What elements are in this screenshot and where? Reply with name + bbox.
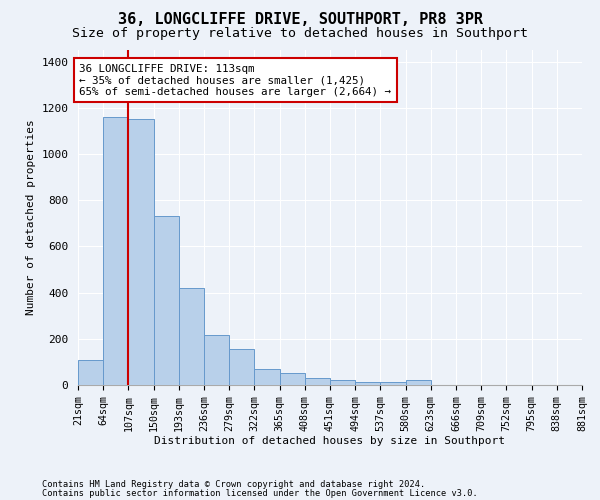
Bar (78, 360, 103, 385)
Text: 36, LONGCLIFFE DRIVE, SOUTHPORT, PR8 3PR: 36, LONGCLIFFE DRIVE, SOUTHPORT, PR8 3PR (118, 12, 482, 28)
Bar (103, 117, 128, 385)
Bar (305, 378, 330, 385)
X-axis label: Distribution of detached houses by size in Southport: Distribution of detached houses by size … (155, 436, 505, 446)
Bar (380, 382, 406, 385)
Text: Contains HM Land Registry data © Crown copyright and database right 2024.: Contains HM Land Registry data © Crown c… (42, 480, 425, 489)
Bar (128, 120, 154, 385)
Bar (229, 349, 254, 385)
Bar (204, 336, 229, 385)
Bar (179, 288, 204, 385)
Bar (406, 380, 431, 385)
Text: Size of property relative to detached houses in Southport: Size of property relative to detached ho… (72, 28, 528, 40)
Bar (355, 382, 380, 385)
Text: 36 LONGCLIFFE DRIVE: 113sqm
← 35% of detached houses are smaller (1,425)
65% of : 36 LONGCLIFFE DRIVE: 113sqm ← 35% of det… (79, 64, 391, 97)
Bar (330, 380, 355, 385)
Bar (154, 216, 179, 385)
Text: Contains public sector information licensed under the Open Government Licence v3: Contains public sector information licen… (42, 489, 478, 498)
Bar (254, 369, 280, 385)
Bar (280, 374, 305, 385)
Y-axis label: Number of detached properties: Number of detached properties (26, 120, 36, 316)
